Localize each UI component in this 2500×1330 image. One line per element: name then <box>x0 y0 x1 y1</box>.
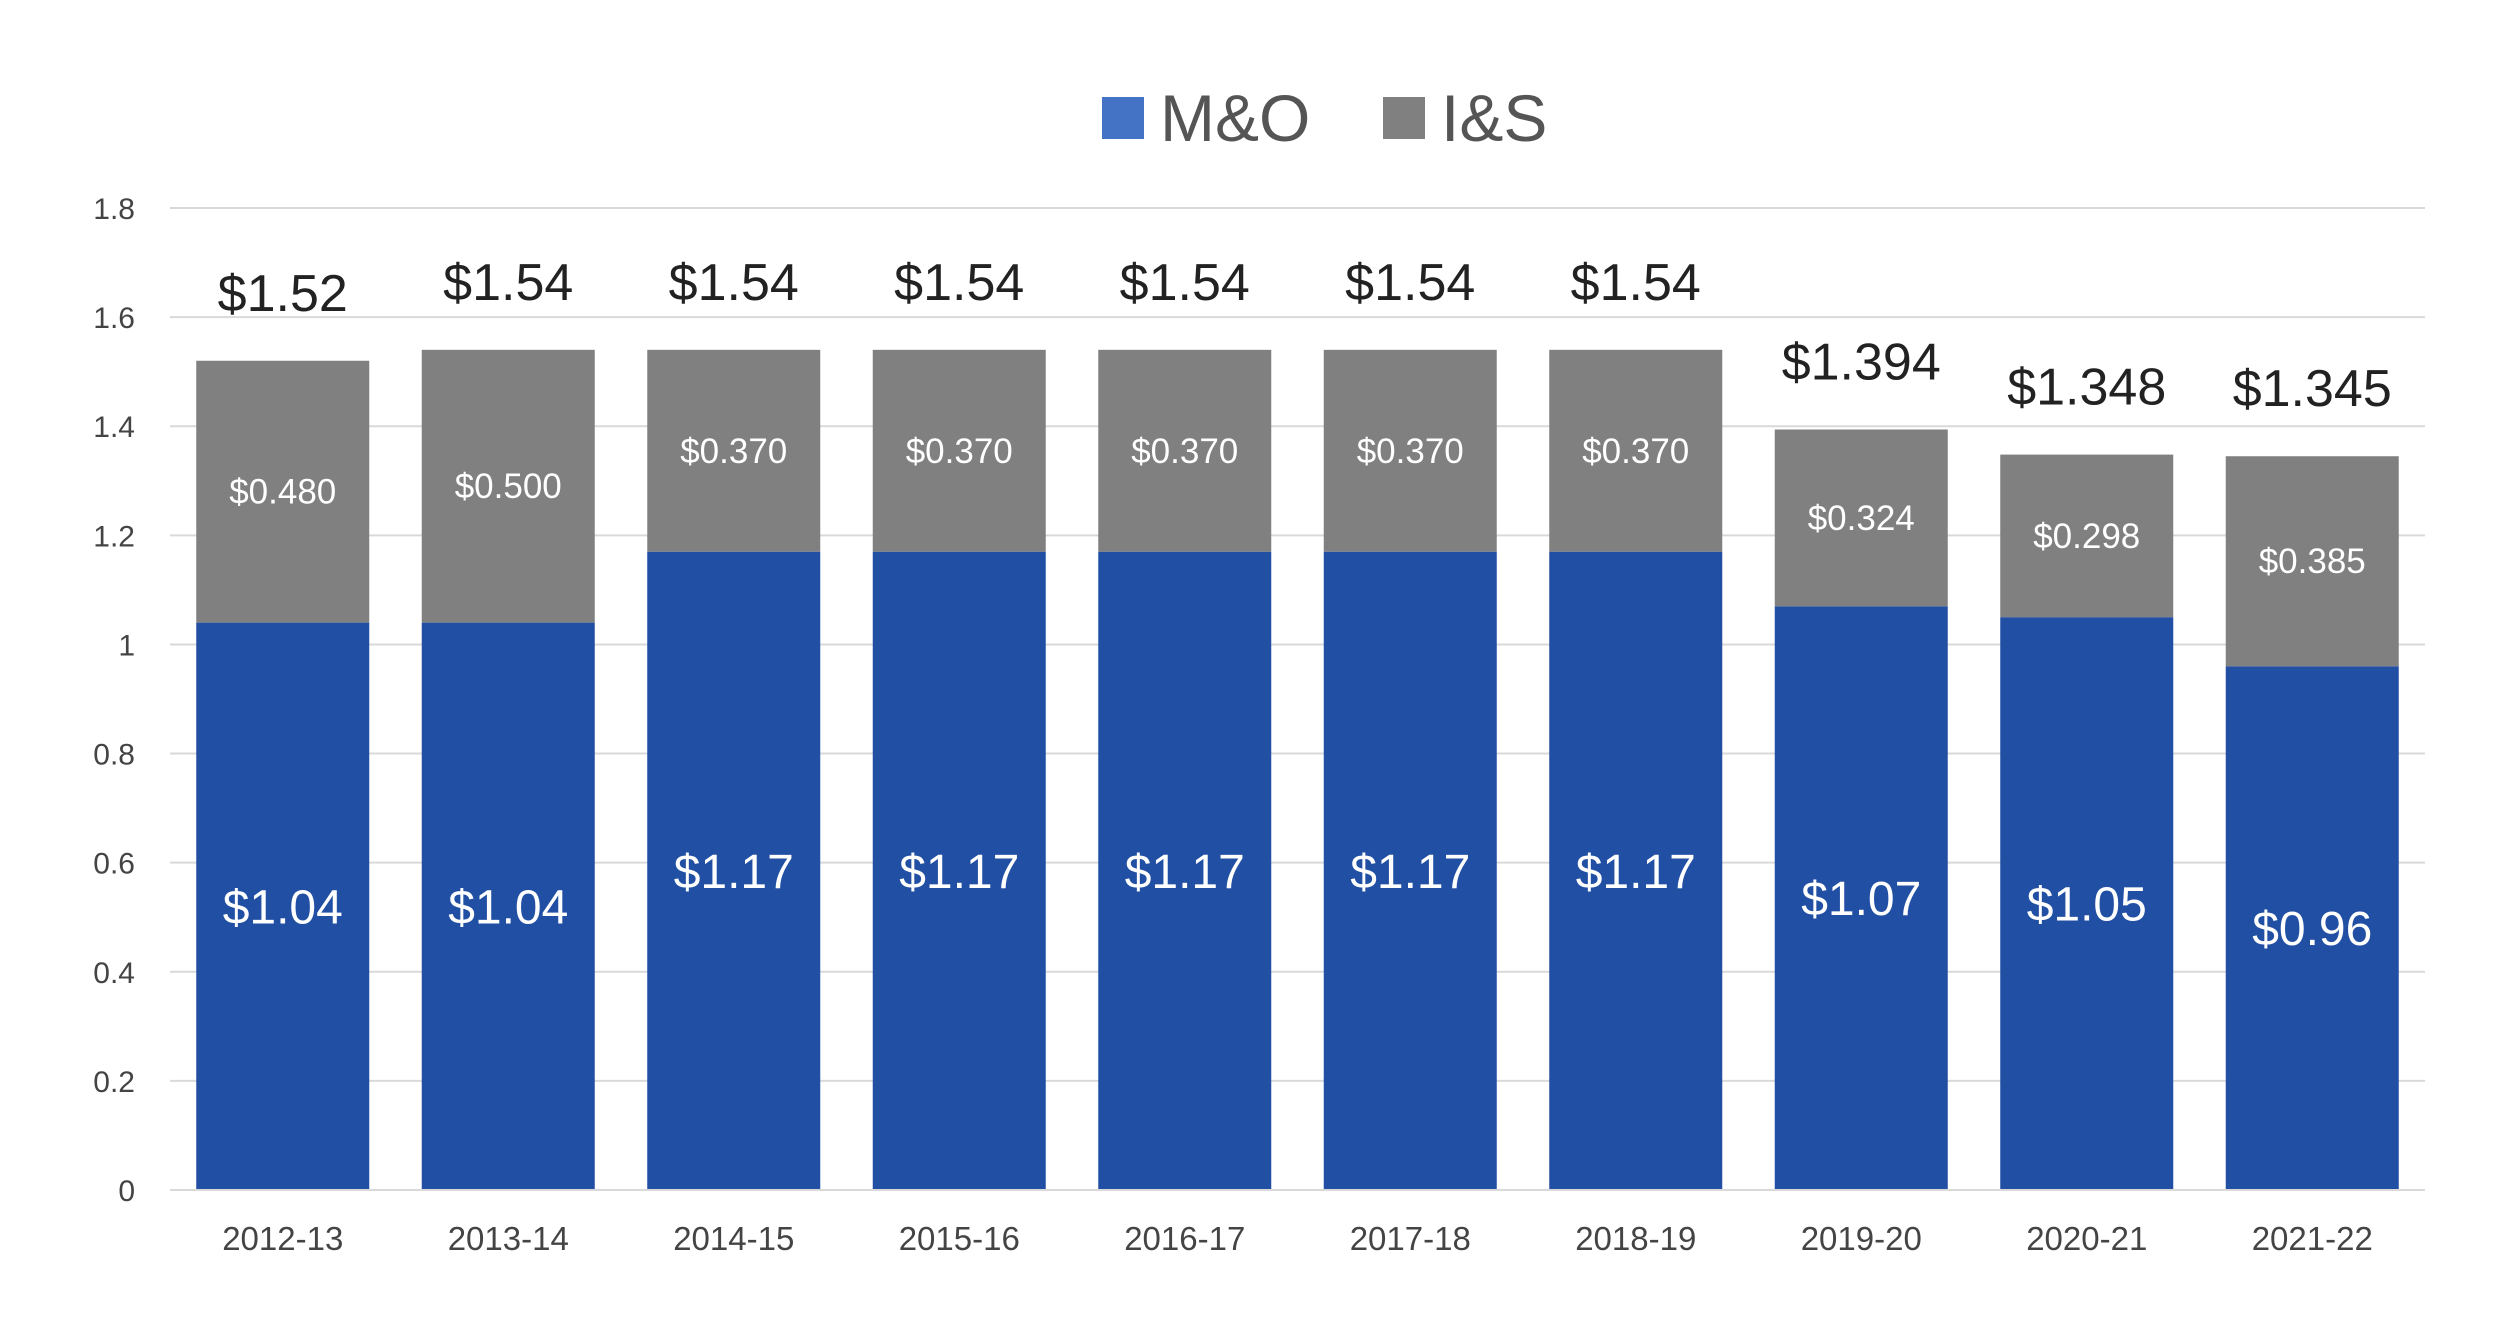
is-value-label: $0.370 <box>906 432 1013 471</box>
total-value-label: $1.345 <box>2233 360 2392 418</box>
bar-mo <box>1323 551 1497 1190</box>
bar-mo <box>1549 551 1723 1190</box>
bar-is <box>421 349 595 623</box>
bar-is <box>647 349 821 552</box>
total-value-label: $1.54 <box>894 254 1024 312</box>
bar-mo <box>1774 606 1948 1190</box>
bar-is <box>872 349 1046 552</box>
bar-mo <box>647 551 821 1190</box>
total-value-label: $1.54 <box>669 254 799 312</box>
legend-swatch-mo <box>1102 97 1144 139</box>
legend: M&O I&S <box>1102 81 1547 155</box>
total-value-label: $1.54 <box>1120 254 1250 312</box>
bar-is <box>2225 456 2399 667</box>
mo-value-label: $1.17 <box>674 846 794 899</box>
axes: 0 0.2 0.4 0.6 0.8 1 1.2 1.4 1.6 1.8 2012-13 2013-14… <box>93 193 2425 1257</box>
total-value-label: $1.54 <box>443 254 573 312</box>
y-tick-label: 1.8 <box>93 193 135 226</box>
is-value-label: $0.298 <box>2033 517 2140 556</box>
x-tick-label: 2013-14 <box>448 1220 569 1257</box>
is-value-label: $0.480 <box>229 473 336 512</box>
x-tick-label: 2020-21 <box>2026 1220 2147 1257</box>
bars <box>196 349 2399 1190</box>
data-labels: $1.04 $0.480 $1.52 $1.04 $0.500 $1.54 $1.17 $0.… <box>218 254 2392 956</box>
bar-mo <box>2000 617 2174 1190</box>
bar-is <box>196 360 370 623</box>
total-value-label: $1.54 <box>1571 254 1701 312</box>
mo-value-label: $1.17 <box>1576 846 1696 899</box>
mo-value-label: $1.17 <box>1125 846 1245 899</box>
bar-mo <box>2225 666 2399 1190</box>
is-value-label: $0.324 <box>1808 499 1915 538</box>
bar-is <box>1323 349 1497 552</box>
x-tick-label: 2017-18 <box>1350 1220 1471 1257</box>
total-value-label: $1.394 <box>1782 333 1941 391</box>
bar-mo <box>1098 551 1272 1190</box>
bar-mo <box>872 551 1046 1190</box>
y-tick-label: 0.2 <box>93 1066 135 1099</box>
total-value-label: $1.52 <box>218 265 348 323</box>
bar-is <box>1098 349 1272 552</box>
x-tick-label: 2018-19 <box>1575 1220 1696 1257</box>
y-tick-label: 1.4 <box>93 411 135 444</box>
is-value-label: $0.370 <box>680 432 787 471</box>
y-tick-label: 1.2 <box>93 520 135 553</box>
x-tick-label: 2019-20 <box>1801 1220 1922 1257</box>
mo-value-label: $1.07 <box>1801 873 1921 926</box>
mo-value-label: $1.04 <box>448 881 568 934</box>
total-value-label: $1.54 <box>1345 254 1475 312</box>
y-tick-label: 0.6 <box>93 848 135 881</box>
y-tick-label: 0.4 <box>93 957 135 990</box>
is-value-label: $0.370 <box>1131 432 1238 471</box>
is-value-label: $0.500 <box>455 467 562 506</box>
legend-swatch-is <box>1383 97 1425 139</box>
mo-value-label: $1.05 <box>2027 879 2147 932</box>
y-tick-label: 1.6 <box>93 302 135 335</box>
bar-mo <box>196 622 370 1190</box>
mo-value-label: $1.17 <box>1350 846 1470 899</box>
legend-label-is: I&S <box>1441 81 1547 155</box>
x-tick-label: 2014-15 <box>673 1220 794 1257</box>
y-tick-label: 1 <box>118 629 135 662</box>
legend-label-mo: M&O <box>1160 81 1310 155</box>
bar-mo <box>421 622 595 1190</box>
x-tick-label: 2021-22 <box>2252 1220 2373 1257</box>
mo-value-label: $1.17 <box>899 846 1019 899</box>
is-value-label: $0.385 <box>2259 542 2366 581</box>
is-value-label: $0.370 <box>1357 432 1464 471</box>
y-tick-label: 0 <box>118 1175 135 1208</box>
y-tick-label: 0.8 <box>93 739 135 772</box>
mo-value-label: $1.04 <box>223 881 343 934</box>
x-tick-label: 2016-17 <box>1124 1220 1245 1257</box>
bar-is <box>2000 454 2174 618</box>
total-value-label: $1.348 <box>2007 359 2166 417</box>
x-tick-label: 2012-13 <box>222 1220 343 1257</box>
bar-is <box>1549 349 1723 552</box>
bar-is <box>1774 429 1948 607</box>
is-value-label: $0.370 <box>1582 432 1689 471</box>
x-tick-label: 2015-16 <box>899 1220 1020 1257</box>
mo-value-label: $0.96 <box>2252 903 2372 956</box>
